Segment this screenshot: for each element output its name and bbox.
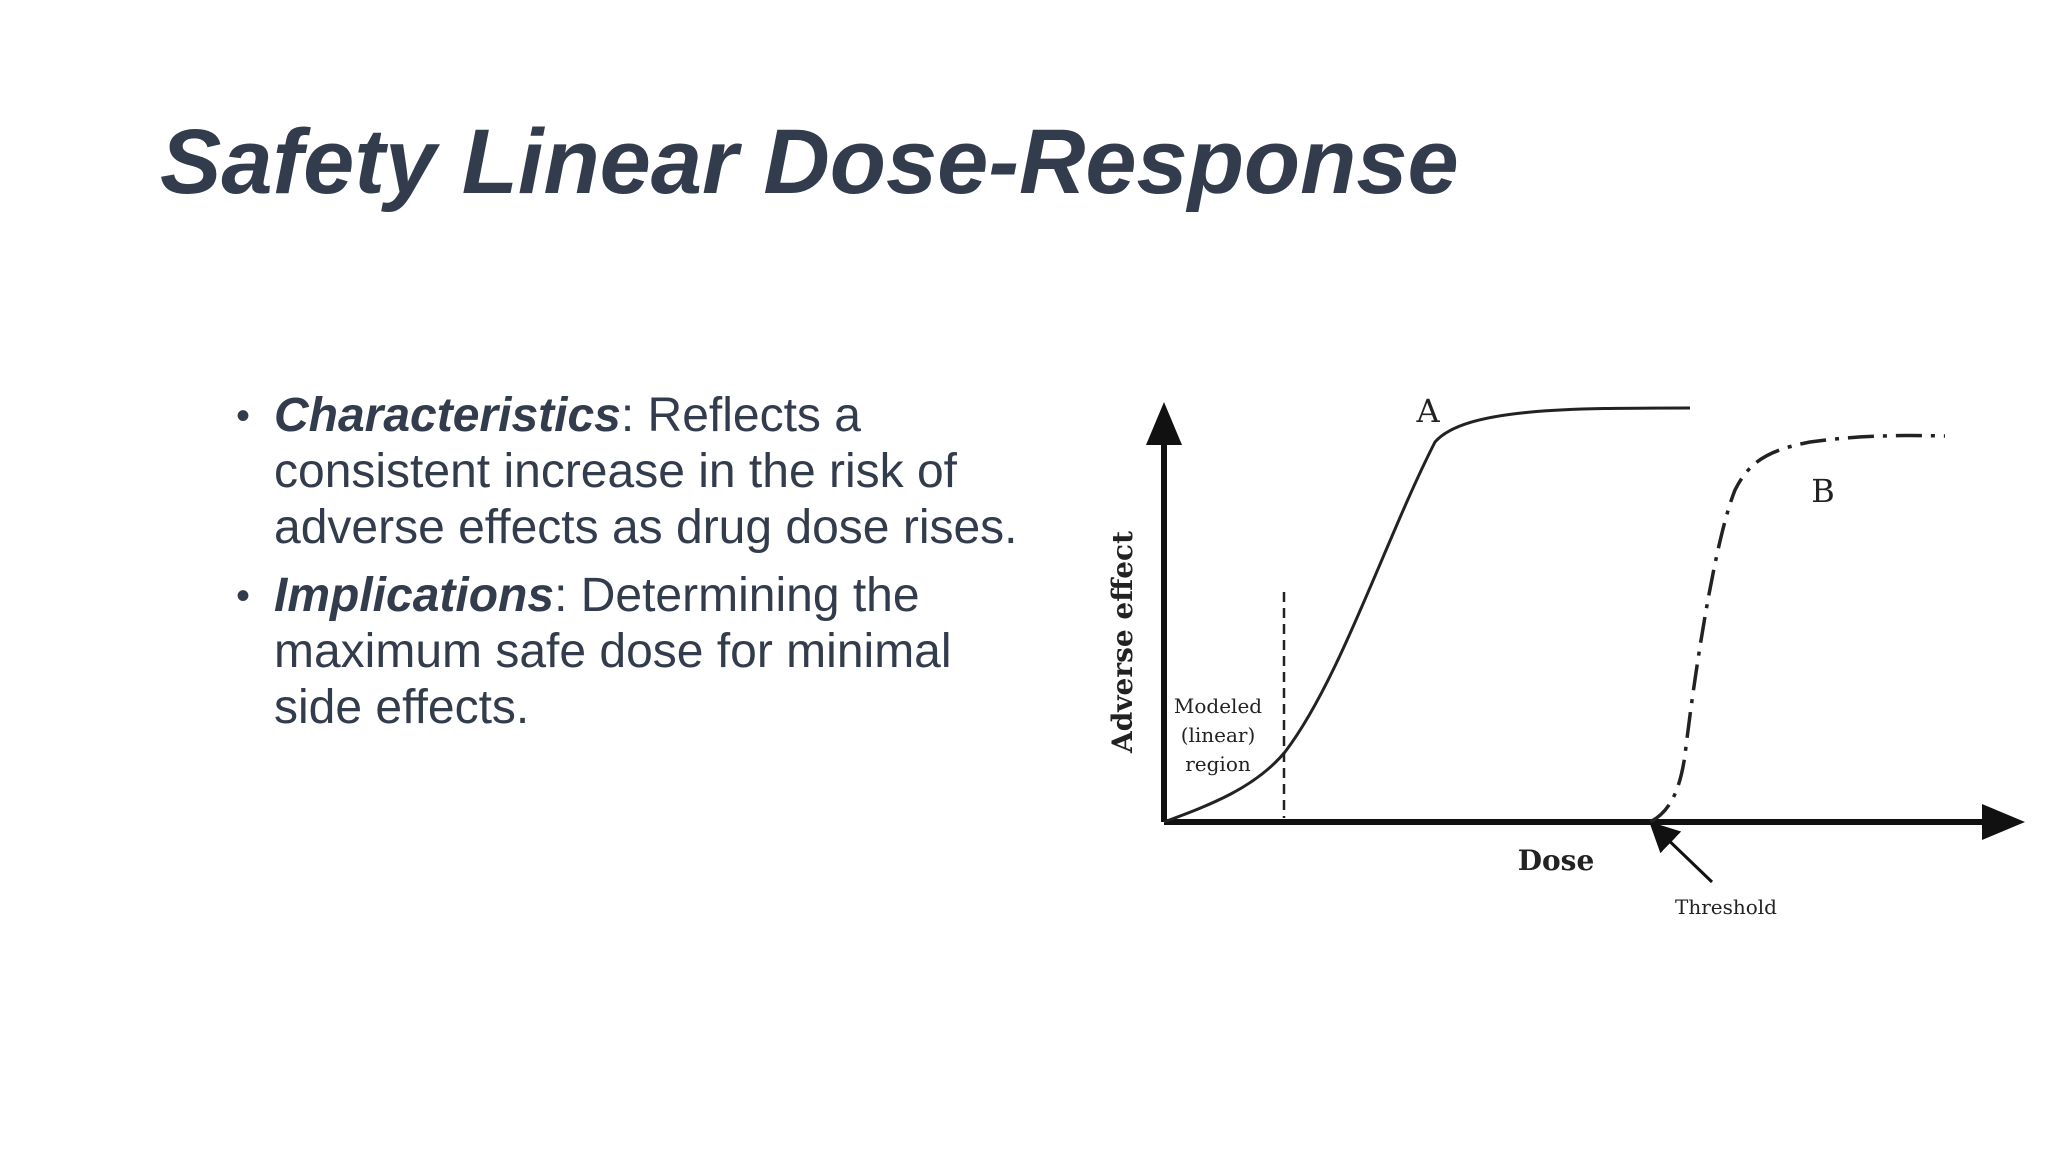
region-label-line: Modeled	[1174, 694, 1262, 718]
bullet-term: Characteristics	[274, 389, 621, 442]
bullet-list: • Characteristics: Reflects a consistent…	[232, 388, 1032, 748]
curve-a	[1163, 406, 1691, 824]
threshold-arrow-icon	[1649, 821, 1714, 884]
bullet-item-characteristics: • Characteristics: Reflects a consistent…	[232, 388, 1032, 556]
region-label-line: region	[1185, 752, 1251, 776]
bullet-text: : Reflects a consistent increase in the …	[274, 389, 1018, 554]
bullet-item-implications: • Implications: Determining the maximum …	[232, 568, 1032, 736]
bullet-dot-icon: •	[236, 574, 251, 618]
y-axis-label: Adverse effect	[1106, 531, 1139, 754]
bullet-term: Implications	[274, 569, 555, 622]
dose-response-figure: Adverse effect Dose A B Modeled (linear)…	[1090, 380, 2030, 940]
curve-b	[1649, 433, 1946, 824]
curve-a-label: A	[1415, 392, 1440, 430]
threshold-label: Threshold	[1675, 895, 1777, 919]
curve-b-label: B	[1811, 472, 1835, 510]
dose-response-diagram: Adverse effect Dose A B Modeled (linear)…	[1106, 392, 2025, 919]
x-axis-label: Dose	[1518, 844, 1595, 877]
bullet-text: : Determining the maximum safe dose for …	[274, 569, 952, 734]
y-axis-arrow-icon	[1146, 402, 1182, 445]
slide-title: Safety Linear Dose-Response	[160, 111, 1459, 213]
region-label-line: (linear)	[1181, 723, 1256, 747]
x-axis-arrow-icon	[1982, 804, 2025, 840]
bullet-dot-icon: •	[236, 394, 251, 438]
